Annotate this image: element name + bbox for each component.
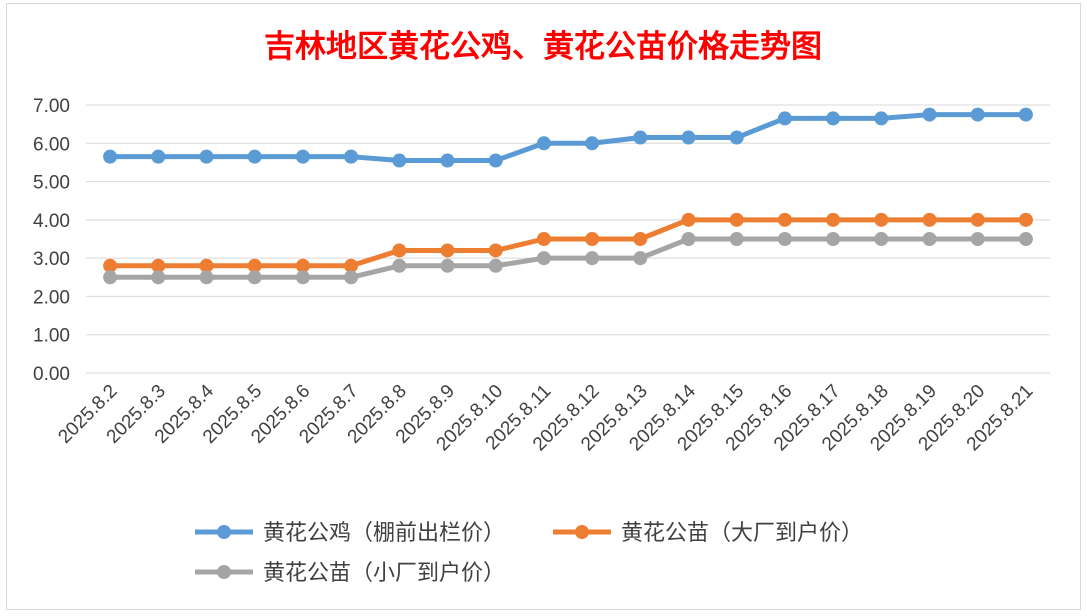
data-point xyxy=(585,136,600,151)
data-point xyxy=(1018,212,1033,227)
data-point xyxy=(970,232,985,246)
data-point xyxy=(922,232,937,246)
legend-label: 黄花公鸡（棚前出栏价） xyxy=(263,521,505,546)
data-point xyxy=(777,212,792,227)
y-axis-ticks: 0.00 1.00 2.00 3.00 4.00 5.00 6.00 7.00 xyxy=(33,96,70,385)
data-point xyxy=(585,232,600,246)
data-point xyxy=(970,212,985,227)
data-point xyxy=(729,232,744,246)
data-point xyxy=(440,243,455,258)
data-point xyxy=(536,232,551,246)
y-tick-label: 6.00 xyxy=(33,134,70,155)
data-point xyxy=(151,270,166,285)
data-point xyxy=(295,149,310,164)
data-point xyxy=(536,251,551,266)
data-point xyxy=(874,111,889,126)
data-point xyxy=(392,243,407,258)
legend-entry-3: 黄花公苗（小厂到户价） xyxy=(195,561,505,586)
data-point xyxy=(585,251,600,266)
data-point xyxy=(440,258,455,273)
y-tick-label: 0.00 xyxy=(33,364,70,385)
data-point xyxy=(151,149,166,164)
legend-marker xyxy=(217,565,231,579)
data-point xyxy=(681,130,696,145)
data-point xyxy=(344,270,359,285)
data-point xyxy=(922,212,937,227)
data-point xyxy=(681,232,696,246)
y-tick-label: 2.00 xyxy=(33,287,70,308)
data-point xyxy=(247,270,262,285)
legend-marker xyxy=(217,525,231,539)
data-point xyxy=(392,258,407,273)
y-tick-label: 3.00 xyxy=(33,249,70,270)
y-tick-label: 1.00 xyxy=(33,326,70,347)
data-point xyxy=(247,149,262,164)
legend-marker xyxy=(575,525,589,539)
data-point xyxy=(633,251,648,266)
data-point xyxy=(199,258,214,273)
data-point xyxy=(970,107,985,122)
data-point xyxy=(826,111,841,126)
series-line xyxy=(110,236,1026,280)
data-point xyxy=(681,212,696,227)
data-point xyxy=(874,232,889,246)
chart-title: 吉林地区黄花公鸡、黄花公苗价格走势图 xyxy=(264,29,822,65)
chart-frame xyxy=(6,3,1081,610)
series-1 xyxy=(103,107,1033,168)
data-point xyxy=(488,243,503,258)
data-point xyxy=(777,111,792,126)
data-point xyxy=(633,232,648,246)
data-point xyxy=(103,270,118,285)
legend: 黄花公鸡（棚前出栏价） 黄花公苗（大厂到户价） 黄花公苗（小厂到户价） xyxy=(195,521,863,586)
data-point xyxy=(103,258,118,273)
data-point xyxy=(874,212,889,227)
data-point xyxy=(247,258,262,273)
series-line xyxy=(110,112,1026,164)
legend-label: 黄花公苗（小厂到户价） xyxy=(263,561,505,586)
data-point xyxy=(633,130,648,145)
data-point xyxy=(729,130,744,145)
legend-label: 黄花公苗（大厂到户价） xyxy=(621,521,863,546)
data-point xyxy=(729,212,744,227)
series-3 xyxy=(103,232,1033,285)
data-point xyxy=(488,153,503,168)
data-point xyxy=(103,149,118,164)
data-point xyxy=(295,258,310,273)
data-point xyxy=(199,149,214,164)
legend-entry-2: 黄花公苗（大厂到户价） xyxy=(553,521,863,546)
data-point xyxy=(488,258,503,273)
series-layer xyxy=(103,107,1033,285)
data-point xyxy=(344,258,359,273)
data-point xyxy=(440,153,455,168)
data-point xyxy=(536,136,551,151)
gridlines xyxy=(86,104,1050,374)
data-point xyxy=(344,149,359,164)
data-point xyxy=(777,232,792,246)
series-line xyxy=(110,217,1026,269)
data-point xyxy=(295,270,310,285)
data-point xyxy=(199,270,214,285)
y-tick-label: 5.00 xyxy=(33,173,70,194)
legend-entry-1: 黄花公鸡（棚前出栏价） xyxy=(195,521,505,546)
data-point xyxy=(151,258,166,273)
data-point xyxy=(392,153,407,168)
data-point xyxy=(1018,107,1033,122)
y-tick-label: 7.00 xyxy=(33,96,70,117)
x-axis-ticks: 2025.8.22025.8.32025.8.42025.8.52025.8.6… xyxy=(54,380,1037,455)
series-2 xyxy=(103,212,1033,273)
data-point xyxy=(826,232,841,246)
data-point xyxy=(1018,232,1033,246)
y-tick-label: 4.00 xyxy=(33,211,70,232)
data-point xyxy=(922,107,937,122)
data-point xyxy=(826,212,841,227)
